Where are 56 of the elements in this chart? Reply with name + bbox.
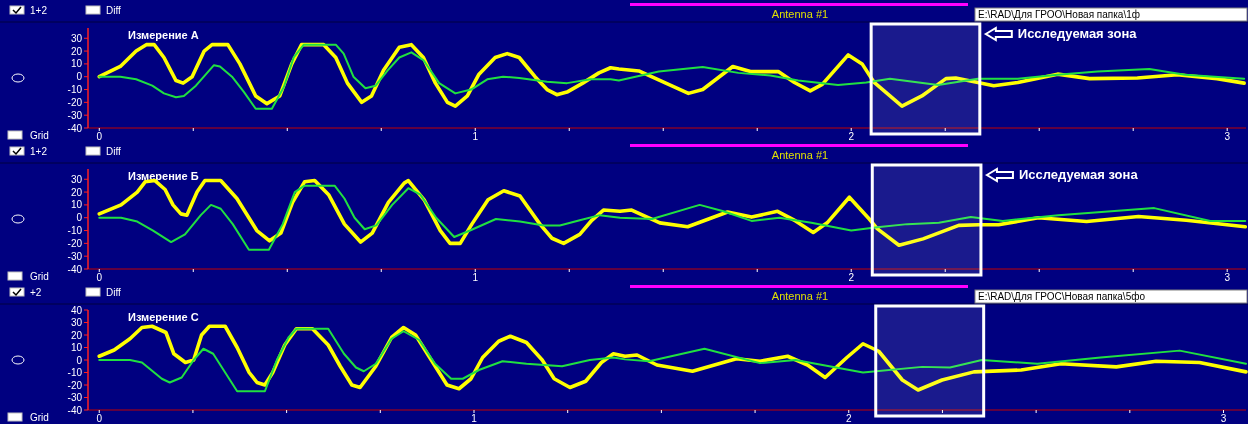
text: Grid [30, 271, 49, 282]
y-tick-label: -20 [67, 96, 83, 108]
chart-title: Измерение Б [128, 170, 199, 182]
chart-title: Измерение С [128, 311, 199, 323]
text: E:\RAD\Для ГРОО\Новая папка\1ф [978, 9, 1140, 20]
x-tick-label: 2 [848, 272, 855, 283]
y-tick-label: 0 [76, 212, 83, 224]
y-tick-label: 20 [70, 329, 83, 341]
text: E:\RAD\Для ГРОС\Новая папка\5фо [978, 291, 1146, 302]
band-label: Исследуемая зона [1017, 26, 1138, 41]
y-tick-label: -10 [67, 84, 83, 96]
y-tick-label: 0 [76, 71, 83, 83]
text: Diff [106, 287, 122, 298]
y-tick-label: -30 [67, 109, 83, 121]
y-tick-label: 10 [70, 342, 83, 353]
y-tick-label: 40 [70, 304, 83, 316]
text: +2 [30, 287, 42, 298]
y-tick-label: -20 [67, 379, 83, 391]
text: 1+2 [30, 146, 48, 157]
text: Grid [30, 130, 49, 141]
text: Diff [106, 146, 122, 157]
y-tick-label: -40 [67, 404, 83, 416]
x-tick-label: 0 [96, 413, 103, 424]
y-tick-label: -40 [67, 122, 83, 134]
band-label: Исследуемая зона [1018, 167, 1139, 182]
x-tick-label: 3 [1220, 413, 1227, 424]
y-tick-label: 30 [70, 317, 83, 328]
chart-title: Измерение А [128, 29, 199, 41]
x-tick-label: 1 [472, 131, 479, 142]
text: Antenna #1 [771, 8, 829, 20]
y-tick-label: 30 [70, 32, 83, 44]
text: Antenna #1 [771, 149, 829, 161]
y-tick-label: -20 [67, 237, 83, 249]
x-tick-label: 1 [471, 413, 478, 424]
y-tick-label: 30 [70, 173, 83, 185]
x-tick-label: 1 [472, 272, 479, 283]
y-tick-label: 10 [70, 199, 83, 211]
y-tick-label: 20 [70, 45, 83, 57]
x-tick-label: 3 [1224, 131, 1231, 142]
x-tick-label: 2 [848, 131, 855, 142]
x-tick-label: 0 [96, 131, 103, 142]
y-tick-label: -30 [67, 392, 83, 403]
x-tick-label: 0 [96, 272, 103, 283]
y-tick-label: 20 [70, 186, 83, 198]
text: Grid [30, 412, 49, 423]
x-tick-label: 3 [1224, 272, 1231, 283]
text: Diff [106, 5, 122, 16]
y-tick-label: 10 [70, 58, 83, 70]
text: 1+2 [30, 5, 48, 16]
y-tick-label: -30 [67, 250, 83, 262]
x-tick-label: 2 [845, 413, 852, 424]
y-tick-label: -10 [67, 367, 83, 378]
y-tick-label: -40 [67, 263, 83, 275]
y-tick-label: -10 [67, 225, 83, 237]
text: Antenna #1 [771, 290, 829, 302]
y-tick-label: 0 [76, 354, 83, 366]
